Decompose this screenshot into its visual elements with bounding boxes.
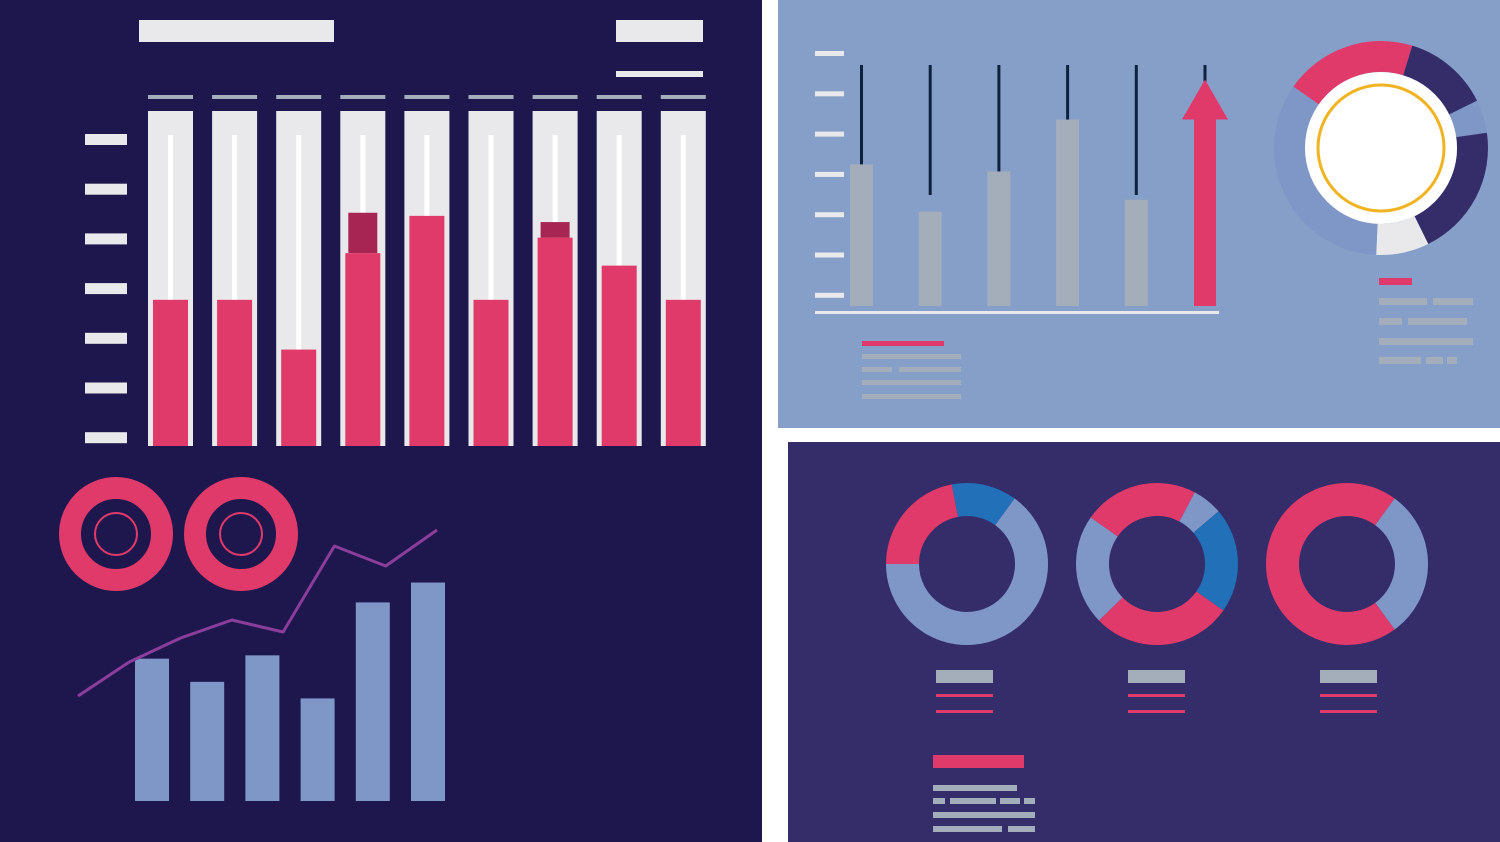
y-tick-mark bbox=[815, 91, 844, 97]
bar-value bbox=[345, 253, 381, 446]
donut-slice bbox=[951, 483, 1015, 526]
candle-wick bbox=[1134, 65, 1138, 195]
arrow-head bbox=[1182, 79, 1228, 120]
donut-slice bbox=[1376, 215, 1429, 255]
y-tick-mark bbox=[85, 233, 127, 245]
donut-slice bbox=[1346, 483, 1395, 526]
caption-placeholder-left bbox=[862, 341, 961, 399]
donut-3-legend-placeholder bbox=[1320, 670, 1377, 713]
bar-cap-segment bbox=[348, 212, 378, 254]
candle-bar bbox=[1124, 199, 1148, 306]
donut-1-legend-placeholder bbox=[936, 670, 993, 713]
trend-bar bbox=[411, 582, 445, 801]
trend-bar bbox=[355, 602, 390, 801]
donut-slice bbox=[1178, 492, 1219, 534]
y-tick-mark bbox=[815, 131, 844, 137]
donut-slice bbox=[886, 484, 959, 565]
donut-slice bbox=[1448, 100, 1487, 138]
y-axis-ticks bbox=[85, 134, 127, 444]
target-ring-left bbox=[59, 477, 173, 591]
candle-bar bbox=[918, 211, 942, 306]
donut-slice bbox=[1266, 483, 1395, 645]
y-tick-mark bbox=[85, 134, 127, 145]
bottom-caption-placeholder bbox=[933, 755, 1035, 832]
bar-thin-line bbox=[488, 135, 494, 446]
y-tick-mark bbox=[815, 171, 844, 177]
donut-slice bbox=[1098, 590, 1224, 645]
trend-bar bbox=[135, 658, 169, 801]
donut-slice bbox=[1076, 517, 1124, 621]
candle-baseline bbox=[815, 311, 1219, 314]
y-tick-mark bbox=[815, 252, 844, 258]
donut-center bbox=[1305, 72, 1457, 224]
candle-wick bbox=[928, 65, 932, 195]
thermometer-bar-chart bbox=[148, 95, 706, 446]
y-tick-mark bbox=[85, 332, 127, 344]
bar-value bbox=[537, 237, 573, 446]
y-tick-mark bbox=[85, 283, 127, 295]
bar-value bbox=[281, 349, 317, 446]
bar-top-cap bbox=[148, 95, 193, 99]
bar-value bbox=[473, 299, 509, 446]
y-tick-mark bbox=[815, 51, 844, 56]
candle-bar bbox=[850, 164, 873, 306]
caption-placeholder-right bbox=[1379, 278, 1473, 364]
donut-slice bbox=[1374, 498, 1428, 630]
donut-slice bbox=[1293, 41, 1413, 105]
candle-y-ticks bbox=[815, 51, 844, 298]
bar-thin-line bbox=[232, 135, 238, 446]
bar-top-cap bbox=[660, 95, 706, 99]
bar-top-cap bbox=[468, 95, 514, 99]
trend-bar bbox=[245, 655, 280, 801]
candle-bar bbox=[1056, 119, 1080, 306]
trend-bar bbox=[300, 698, 335, 801]
bar-top-cap bbox=[596, 95, 642, 99]
bar-thin-line bbox=[680, 135, 686, 446]
title-placeholder bbox=[139, 20, 334, 42]
bar-cap-segment bbox=[540, 222, 570, 238]
header-right-line bbox=[616, 71, 703, 77]
bar-top-cap bbox=[340, 95, 386, 99]
trend-bar bbox=[190, 681, 225, 801]
trend-line bbox=[77, 528, 438, 698]
bar-top-cap bbox=[532, 95, 578, 99]
arrow-shaft bbox=[1194, 119, 1216, 306]
donut-2-legend-placeholder bbox=[1128, 670, 1185, 713]
candle-bar bbox=[987, 171, 1011, 306]
donut-slice bbox=[1192, 511, 1238, 611]
gold-ring bbox=[1316, 83, 1446, 213]
bar-top-cap bbox=[276, 95, 322, 99]
bar-value bbox=[665, 299, 701, 446]
donut-slice bbox=[1090, 483, 1195, 538]
y-tick-mark bbox=[815, 212, 844, 218]
y-tick-mark bbox=[85, 432, 127, 444]
donut-chart-1 bbox=[886, 483, 1048, 645]
donut-chart-top-right bbox=[1274, 41, 1488, 255]
bar-top-cap bbox=[404, 95, 450, 99]
donut-slice bbox=[1402, 45, 1478, 115]
candle-wick bbox=[860, 65, 863, 195]
y-tick-mark bbox=[815, 292, 844, 298]
y-tick-mark bbox=[85, 183, 127, 195]
bar-thin-line bbox=[296, 135, 302, 446]
donut-slice bbox=[1274, 86, 1379, 255]
bar-top-cap bbox=[212, 95, 258, 99]
bar-value bbox=[153, 299, 188, 446]
bar-value bbox=[217, 299, 253, 446]
candle-wick bbox=[997, 65, 1001, 195]
donut-slice bbox=[1414, 132, 1488, 245]
header-right-placeholder bbox=[616, 20, 703, 42]
target-ring-right bbox=[184, 477, 298, 591]
y-tick-mark bbox=[85, 382, 127, 394]
candle-bar-chart bbox=[850, 65, 1228, 306]
bars-with-trend-line-chart bbox=[77, 528, 445, 801]
donut-slice bbox=[886, 498, 1048, 645]
donut-chart-3 bbox=[1266, 483, 1428, 645]
bar-value bbox=[409, 215, 445, 446]
candle-wick bbox=[1203, 65, 1207, 85]
bar-value bbox=[601, 265, 637, 446]
donut-chart-2 bbox=[1076, 483, 1238, 645]
bar-thin-line bbox=[168, 135, 173, 446]
